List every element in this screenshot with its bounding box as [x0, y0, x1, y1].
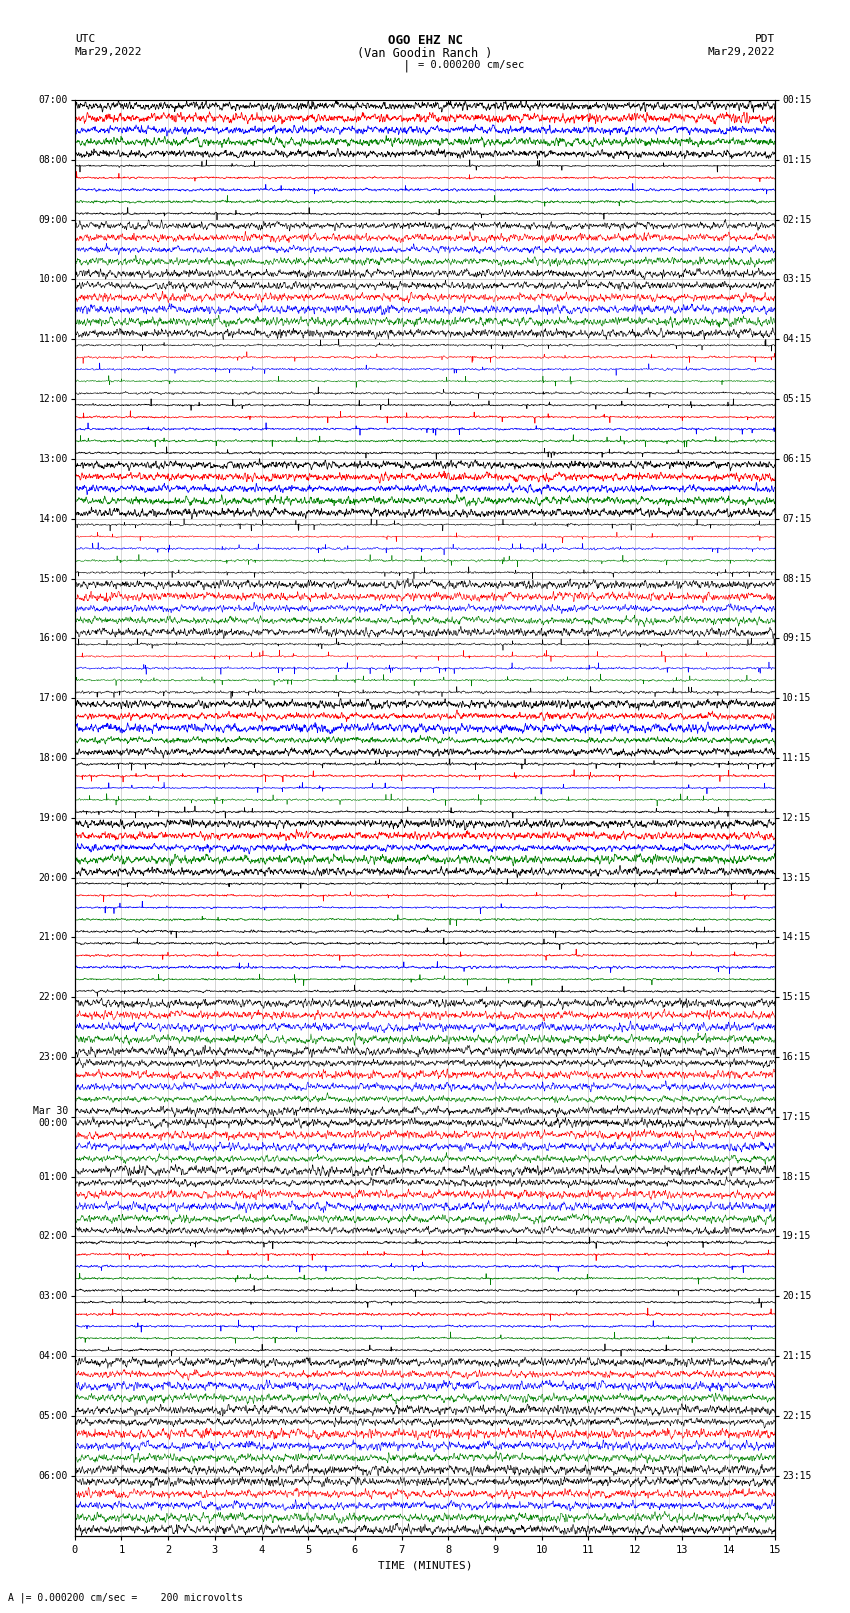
Text: = 0.000200 cm/sec: = 0.000200 cm/sec	[418, 60, 524, 69]
Text: UTC: UTC	[75, 34, 95, 44]
Text: Mar29,2022: Mar29,2022	[75, 47, 142, 56]
Text: Mar29,2022: Mar29,2022	[708, 47, 775, 56]
Text: (Van Goodin Ranch ): (Van Goodin Ranch )	[357, 47, 493, 60]
Text: OGO EHZ NC: OGO EHZ NC	[388, 34, 462, 47]
X-axis label: TIME (MINUTES): TIME (MINUTES)	[377, 1560, 473, 1569]
Text: |: |	[403, 60, 410, 73]
Text: A |= 0.000200 cm/sec =    200 microvolts: A |= 0.000200 cm/sec = 200 microvolts	[8, 1592, 243, 1603]
Text: PDT: PDT	[755, 34, 775, 44]
